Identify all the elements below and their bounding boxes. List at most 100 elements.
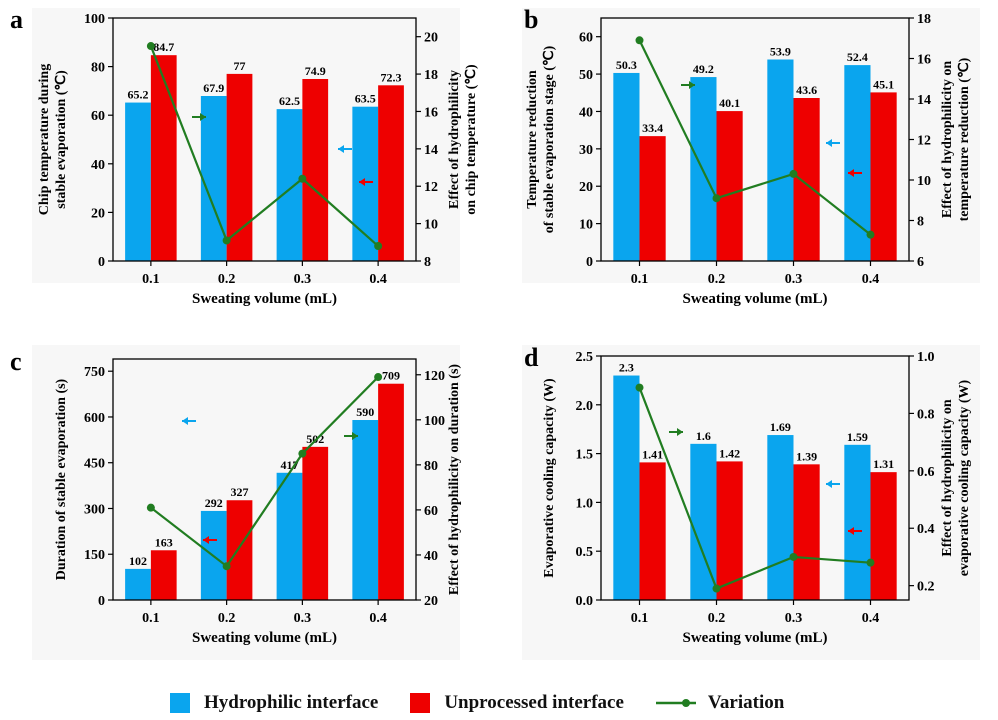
- variation-point-0.1: [146, 42, 155, 51]
- panel-b: b 50.3 49.2 53.9 52.4 33.4 40.1 43.6 45.1 0 10 20 30…: [522, 5, 980, 307]
- y2-tick-label: 6: [917, 255, 924, 270]
- label-unprocessed-0.3: 74.9: [305, 64, 326, 78]
- y-tick-label: 600: [84, 411, 105, 426]
- bar-unprocessed-0.4: [870, 92, 897, 261]
- y2-tick-label: 40: [424, 549, 438, 564]
- y-tick-label: 0.5: [576, 545, 594, 560]
- y2-tick-label: 60: [424, 504, 438, 519]
- arrowhead-green: [200, 113, 206, 121]
- y-tick-label: 40: [91, 158, 105, 173]
- label-hydrophilic-0.1: 2.3: [619, 361, 634, 375]
- y2-tick-label: 10: [424, 218, 438, 233]
- label-unprocessed-0.2: 1.42: [719, 446, 740, 460]
- y-tick-label: 0: [98, 255, 105, 270]
- x-tick-label: 0.3: [294, 611, 312, 626]
- y2-tick-label: 0.2: [917, 580, 935, 595]
- label-hydrophilic-0.2: 292: [205, 496, 223, 510]
- panel-background: [522, 8, 980, 283]
- x-tick-label: 0.3: [294, 272, 312, 287]
- y2-tick-label: 120: [424, 369, 445, 384]
- y-axis-title: Temperature reduction: [525, 70, 540, 209]
- label-hydrophilic-0.3: 53.9: [770, 44, 791, 58]
- label-hydrophilic-0.2: 1.6: [696, 429, 711, 443]
- y-tick-label: 0: [98, 594, 105, 609]
- figure: a65.2 67.962.5 63.584.777 74.9 72.3020406080…: [10, 5, 980, 660]
- bar-unprocessed-0.1: [150, 550, 177, 600]
- y2-tick-label: 10: [917, 174, 931, 189]
- arrowhead-green: [352, 432, 358, 440]
- y2-tick-label: 20: [424, 31, 438, 46]
- legend-label-variation: Variation: [707, 692, 785, 713]
- bar-unprocessed-0.2: [226, 500, 253, 600]
- variation-point-0.3: [298, 174, 307, 183]
- x-axis-title: Sweating volume (mL): [192, 291, 337, 307]
- variation-line: [638, 39, 872, 236]
- y-tick-label: 30: [579, 143, 593, 158]
- y2-tick-label: 0.4: [917, 522, 935, 537]
- bar-hydrophilic-0.3: [276, 109, 303, 261]
- y2-tick-label: 8: [424, 255, 431, 270]
- panel-c: c102292417590163327502709015030045060075…: [10, 345, 462, 660]
- y2-tick-label: 100: [424, 414, 445, 429]
- variation-line: [149, 45, 379, 247]
- bar-hydrophilic-0.3: [767, 59, 794, 262]
- y2-tick-label: 20: [424, 594, 438, 609]
- bar-hydrophilic-0.4: [844, 444, 871, 600]
- y-axis-title: stable evaporation (℃): [54, 70, 69, 209]
- arrowhead-blue: [338, 145, 344, 153]
- y-tick-label: 80: [91, 61, 105, 76]
- panel-letter: a: [10, 5, 23, 34]
- x-axis-title: Sweating volume (mL): [683, 630, 828, 646]
- label-hydrophilic-0.1: 50.3: [616, 58, 637, 72]
- y2-tick-label: 12: [424, 180, 438, 195]
- bar-hydrophilic-0.4: [352, 420, 379, 600]
- variation-point-0.2: [712, 194, 721, 203]
- bar-unprocessed-0.4: [378, 85, 404, 261]
- label-hydrophilic-0.4: 590: [356, 405, 374, 419]
- y-tick-label: 20: [579, 180, 593, 195]
- y2-axis-title: Effect of hydrophilicity: [447, 70, 462, 209]
- bar-unprocessed-0.3: [302, 78, 329, 261]
- bar-hydrophilic-0.1: [613, 72, 640, 261]
- plot-frame: [112, 17, 417, 262]
- legend-item-variation: Variation: [655, 692, 785, 714]
- variation-point-0.4: [866, 230, 875, 239]
- y-tick-label: 450: [84, 457, 105, 472]
- y2-axis-title: Effect of hydrophilicity on duration (s): [447, 364, 462, 595]
- arrowhead-green: [689, 81, 695, 89]
- x-tick-label: 0.4: [862, 611, 880, 626]
- y-tick-label: 1.5: [576, 448, 594, 463]
- variation-point-0.1: [635, 36, 644, 45]
- legend: Hydrophilic interface Unprocessed interf…: [170, 690, 816, 716]
- bar-unprocessed-0.2: [226, 73, 253, 261]
- y-axis-title: Duration of stable evaporation (s): [54, 378, 69, 580]
- variation-line: [150, 376, 379, 568]
- y-tick-label: 20: [91, 206, 105, 221]
- x-tick-label: 0.4: [862, 272, 880, 287]
- y-axis-title: Chip temperature during: [37, 64, 52, 215]
- arrowhead-red: [203, 536, 209, 544]
- label-unprocessed-0.4: 72.3: [381, 70, 402, 84]
- variation-point-0.3: [789, 552, 798, 561]
- label-unprocessed-0.1: 163: [155, 535, 173, 549]
- bar-hydrophilic-0.2: [690, 443, 717, 600]
- label-unprocessed-0.1: 84.7: [153, 40, 174, 54]
- y-tick-label: 60: [91, 109, 105, 124]
- label-unprocessed-0.4: 1.31: [873, 457, 894, 471]
- x-tick-label: 0.1: [142, 611, 160, 626]
- label-hydrophilic-0.4: 63.5: [355, 92, 376, 106]
- label-unprocessed-0.4: 709: [382, 369, 400, 383]
- x-tick-label: 0.1: [631, 611, 649, 626]
- bar-unprocessed-0.3: [793, 98, 820, 261]
- label-hydrophilic-0.1: 65.2: [127, 88, 148, 102]
- y-tick-label: 100: [84, 12, 105, 27]
- bar-unprocessed-0.1: [150, 55, 177, 261]
- arrowhead-blue: [826, 139, 832, 147]
- y2-axis-title: Effect of hydrophilicity on: [940, 61, 955, 218]
- y-tick-label: 50: [579, 68, 593, 83]
- bar-unprocessed-0.2: [716, 461, 743, 600]
- variation-point-0.4: [374, 242, 383, 251]
- legend-item-unprocessed: Unprocessed interface: [410, 692, 624, 714]
- label-unprocessed-0.1: 33.4: [642, 121, 663, 135]
- y2-axis-title: temperature reduction (℃): [957, 57, 972, 221]
